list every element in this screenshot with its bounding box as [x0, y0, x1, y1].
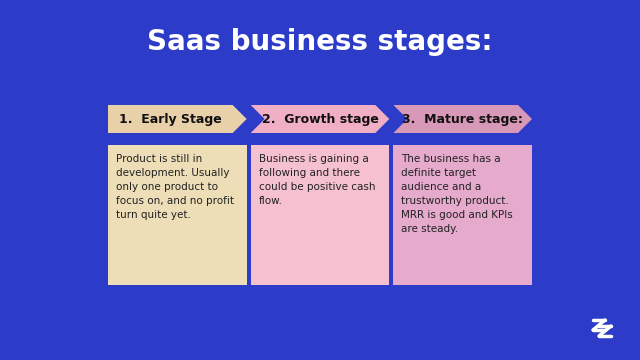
FancyBboxPatch shape — [108, 145, 246, 285]
Text: 3.  Mature stage:: 3. Mature stage: — [402, 112, 523, 126]
Text: Saas business stages:: Saas business stages: — [147, 28, 493, 56]
Text: 2.  Growth stage: 2. Growth stage — [262, 112, 378, 126]
Text: The business has a
definite target
audience and a
trustworthy product.
MRR is go: The business has a definite target audie… — [401, 154, 513, 234]
FancyBboxPatch shape — [394, 145, 532, 285]
FancyBboxPatch shape — [251, 145, 389, 285]
Polygon shape — [394, 105, 532, 133]
Text: Business is gaining a
following and there
could be positive cash
flow.: Business is gaining a following and ther… — [259, 154, 375, 206]
Text: Product is still in
development. Usually
only one product to
focus on, and no pr: Product is still in development. Usually… — [116, 154, 234, 220]
Polygon shape — [108, 105, 246, 133]
Polygon shape — [251, 105, 389, 133]
Text: 1.  Early Stage: 1. Early Stage — [119, 112, 221, 126]
